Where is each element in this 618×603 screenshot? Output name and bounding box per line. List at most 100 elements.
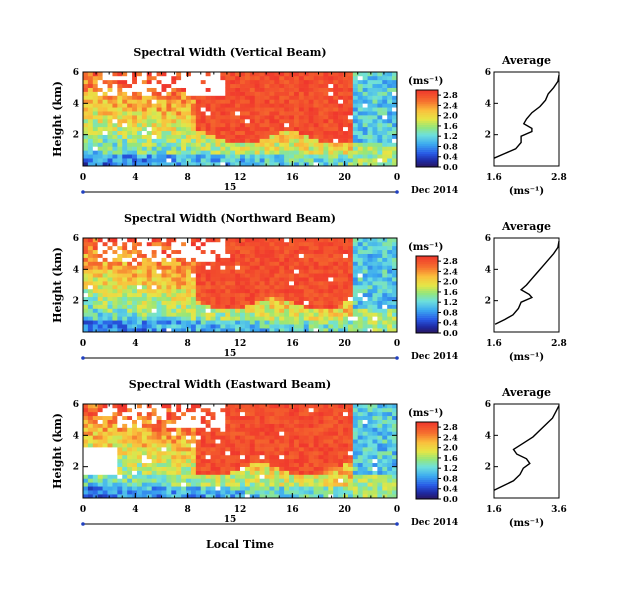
y-tick-label: 6 <box>73 68 79 78</box>
date-label: Dec 2014 <box>411 518 458 528</box>
day-bar-start <box>81 522 85 526</box>
colorbar-tick-label: 2.0 <box>443 112 458 122</box>
average-line <box>495 241 559 324</box>
x-tick-label: 12 <box>234 173 247 183</box>
colorbar-tick-label: 1.6 <box>443 288 458 298</box>
avg-x-label: (ms⁻¹) <box>509 186 544 197</box>
avg-x-tick-label: 1.6 <box>486 339 502 349</box>
x-tick-label: 20 <box>338 505 351 515</box>
average-title: Average <box>501 386 551 399</box>
avg-y-tick-label: 6 <box>485 234 491 244</box>
avg-x-label: (ms⁻¹) <box>509 518 544 529</box>
day-bar-start <box>81 356 85 360</box>
panel-title: Spectral Width (Eastward Beam) <box>129 378 331 391</box>
x-tick-label: 16 <box>286 339 299 349</box>
colorbar-tick-label: 2.4 <box>443 267 458 277</box>
y-tick-label: 6 <box>73 234 79 244</box>
x-tick-label: 0 <box>80 505 86 515</box>
panel-title: Spectral Width (Northward Beam) <box>124 212 336 225</box>
colorbar-unit: (ms⁻¹) <box>408 76 443 87</box>
x-tick-label: 16 <box>286 505 299 515</box>
average-profile: Average 2 4 6 1.6 2.8 (ms⁻¹) <box>485 220 567 363</box>
average-line <box>494 75 559 158</box>
colorbar-tick-label: 1.2 <box>443 298 458 308</box>
panel-title: Spectral Width (Vertical Beam) <box>133 46 326 59</box>
avg-y-tick-label: 2 <box>485 297 491 307</box>
x-tick-label: 4 <box>132 505 138 515</box>
colorbar-tick-label: 0.4 <box>443 485 458 495</box>
date-label: Dec 2014 <box>411 186 458 196</box>
colorbar: 0.00.40.81.21.62.02.42.8(ms⁻¹) <box>408 242 458 339</box>
colorbar-tick-label: 2.4 <box>443 101 458 111</box>
colorbar: 0.00.40.81.21.62.02.42.8(ms⁻¹) <box>408 76 458 173</box>
avg-y-tick-label: 4 <box>485 265 491 275</box>
colorbar-tick-label: 1.2 <box>443 464 458 474</box>
x-tick-label: 12 <box>234 339 247 349</box>
x-tick-label: 0 <box>80 339 86 349</box>
colorbar-tick-label: 0.8 <box>443 474 458 484</box>
day-bar-end <box>395 522 399 526</box>
day-bar-end <box>395 190 399 194</box>
colorbar-tick-label: 2.8 <box>443 423 458 433</box>
average-title: Average <box>501 54 551 67</box>
y-tick-label: 4 <box>73 265 79 275</box>
avg-x-tick-label: 1.6 <box>486 173 502 183</box>
date-label: Dec 2014 <box>411 352 458 362</box>
y-axis-label: Height (km) <box>51 81 64 157</box>
y-tick-label: 6 <box>73 400 79 410</box>
colorbar-unit: (ms⁻¹) <box>408 408 443 419</box>
colorbar-tick-label: 0.8 <box>443 142 458 152</box>
x-tick-label: 0 <box>394 339 400 349</box>
heatmap-cells <box>83 238 397 332</box>
x-tick-label: 8 <box>185 173 191 183</box>
avg-x-tick-label: 2.8 <box>551 173 567 183</box>
average-line <box>494 406 559 491</box>
x-axis-label: Local Time <box>206 538 274 551</box>
avg-x-tick-label: 2.8 <box>551 339 567 349</box>
colorbar-tick-label: 0.0 <box>443 163 458 173</box>
colorbar-tick-label: 2.4 <box>443 433 458 443</box>
colorbar-tick-label: 1.2 <box>443 132 458 142</box>
day-bar-start <box>81 190 85 194</box>
colorbar-tick-label: 1.6 <box>443 454 458 464</box>
colorbar-tick-label: 2.8 <box>443 257 458 267</box>
x-tick-label: 4 <box>132 173 138 183</box>
colorbar: 0.00.40.81.21.62.02.42.8(ms⁻¹) <box>408 408 458 505</box>
avg-x-label: (ms⁻¹) <box>509 352 544 363</box>
colorbar-tick-label: 2.0 <box>443 278 458 288</box>
x-tick-label: 0 <box>80 173 86 183</box>
heatmap-cells <box>83 404 397 498</box>
avg-y-tick-label: 4 <box>485 99 491 109</box>
colorbar-tick-label: 0.0 <box>443 495 458 505</box>
average-frame <box>494 404 559 498</box>
x-tick-label: 12 <box>234 505 247 515</box>
y-tick-label: 4 <box>73 99 79 109</box>
heatmap-cells <box>83 72 397 166</box>
avg-y-tick-label: 4 <box>485 431 491 441</box>
x-tick-label: 20 <box>338 339 351 349</box>
y-tick-label: 4 <box>73 431 79 441</box>
average-title: Average <box>501 220 551 233</box>
x-tick-label: 8 <box>185 505 191 515</box>
colorbar-tick-label: 0.8 <box>443 308 458 318</box>
day-label: 15 <box>224 515 237 525</box>
avg-y-tick-label: 6 <box>485 68 491 78</box>
avg-y-tick-label: 2 <box>485 463 491 473</box>
x-tick-label: 8 <box>185 339 191 349</box>
x-tick-label: 16 <box>286 173 299 183</box>
colorbar-tick-label: 2.0 <box>443 444 458 454</box>
y-tick-label: 2 <box>73 131 79 141</box>
x-tick-label: 0 <box>394 505 400 515</box>
colorbar-tick-label: 0.4 <box>443 153 458 163</box>
day-label: 15 <box>224 349 237 359</box>
y-axis-label: Height (km) <box>51 247 64 323</box>
colorbar-tick-label: 0.4 <box>443 319 458 329</box>
colorbar-tick-label: 0.0 <box>443 329 458 339</box>
day-bar-end <box>395 356 399 360</box>
avg-x-tick-label: 1.6 <box>486 505 502 515</box>
